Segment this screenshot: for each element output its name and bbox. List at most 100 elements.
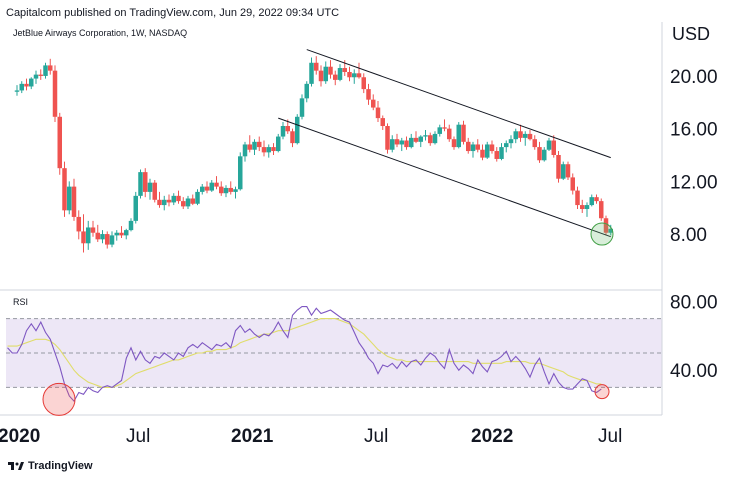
candle[interactable] — [461, 120, 466, 145]
candle[interactable] — [504, 140, 509, 153]
candle[interactable] — [361, 73, 367, 94]
candle[interactable] — [499, 143, 504, 161]
candle[interactable] — [247, 135, 253, 153]
candle[interactable] — [304, 81, 310, 103]
candle[interactable] — [413, 131, 419, 144]
candle[interactable] — [233, 186, 238, 199]
candle[interactable] — [71, 178, 77, 221]
candle[interactable] — [328, 60, 333, 79]
candle[interactable] — [100, 230, 105, 244]
candle[interactable] — [532, 135, 538, 150]
candle[interactable] — [323, 61, 329, 84]
candle[interactable] — [584, 202, 590, 217]
candle[interactable] — [603, 215, 609, 236]
candle[interactable] — [418, 135, 424, 148]
candle[interactable] — [523, 131, 528, 146]
candle[interactable] — [551, 135, 557, 158]
candle[interactable] — [537, 141, 542, 163]
rsi-series[interactable] — [7, 306, 602, 403]
candle[interactable] — [475, 139, 481, 153]
candle[interactable] — [333, 70, 338, 86]
candle[interactable] — [228, 181, 234, 195]
candle[interactable] — [209, 180, 215, 192]
candle[interactable] — [124, 228, 129, 240]
candle[interactable] — [204, 181, 210, 194]
candle[interactable] — [67, 181, 72, 215]
candle[interactable] — [242, 141, 248, 162]
candle[interactable] — [318, 65, 324, 87]
candle[interactable] — [143, 168, 148, 198]
candlestick-series[interactable] — [14, 56, 614, 253]
candle[interactable] — [33, 70, 39, 84]
candle[interactable] — [366, 83, 371, 105]
candle[interactable] — [466, 137, 471, 154]
candle[interactable] — [219, 181, 224, 196]
candle[interactable] — [299, 94, 305, 120]
candle[interactable] — [157, 191, 162, 208]
candle[interactable] — [394, 133, 400, 148]
candle[interactable] — [508, 135, 514, 149]
candle[interactable] — [147, 178, 153, 200]
candle[interactable] — [470, 141, 476, 158]
candle[interactable] — [480, 144, 485, 161]
candle[interactable] — [105, 231, 110, 249]
candle[interactable] — [356, 62, 362, 79]
candle[interactable] — [527, 129, 533, 141]
candle[interactable] — [166, 194, 172, 207]
candle[interactable] — [271, 143, 276, 155]
candle[interactable] — [95, 224, 101, 242]
candle[interactable] — [181, 197, 186, 210]
candle[interactable] — [518, 124, 523, 142]
candle[interactable] — [371, 94, 376, 111]
candle[interactable] — [19, 81, 25, 94]
candle[interactable] — [276, 133, 281, 153]
candle[interactable] — [185, 195, 191, 210]
candle[interactable] — [375, 100, 381, 123]
candle[interactable] — [200, 183, 205, 195]
candle[interactable] — [385, 123, 390, 154]
candle[interactable] — [76, 210, 82, 240]
candle[interactable] — [114, 230, 120, 241]
candle[interactable] — [580, 199, 585, 213]
candle[interactable] — [109, 231, 115, 248]
candle[interactable] — [570, 173, 576, 195]
candle[interactable] — [152, 180, 158, 203]
candle[interactable] — [86, 220, 91, 250]
candle[interactable] — [489, 140, 495, 154]
candle[interactable] — [347, 66, 352, 82]
candle[interactable] — [14, 85, 20, 96]
candle[interactable] — [409, 133, 414, 149]
candle[interactable] — [456, 122, 462, 149]
candle[interactable] — [556, 151, 561, 183]
candle[interactable] — [442, 119, 447, 132]
candle[interactable] — [561, 161, 566, 181]
candle[interactable] — [81, 214, 86, 253]
candle[interactable] — [128, 218, 134, 232]
candle[interactable] — [314, 56, 319, 75]
candle[interactable] — [437, 124, 443, 137]
candle[interactable] — [195, 189, 200, 206]
candle[interactable] — [38, 69, 44, 80]
candle[interactable] — [494, 147, 500, 162]
candle[interactable] — [29, 77, 34, 90]
candle[interactable] — [352, 69, 357, 84]
candle[interactable] — [171, 193, 177, 206]
candle[interactable] — [257, 136, 262, 152]
candle[interactable] — [423, 129, 428, 141]
candle[interactable] — [589, 194, 595, 207]
candle[interactable] — [261, 140, 267, 157]
candle[interactable] — [447, 124, 452, 142]
candle[interactable] — [608, 224, 614, 236]
candle[interactable] — [594, 194, 599, 204]
candle[interactable] — [542, 147, 547, 162]
candle[interactable] — [238, 152, 243, 191]
candle[interactable] — [280, 122, 286, 140]
candle[interactable] — [214, 176, 219, 190]
candle[interactable] — [133, 191, 139, 224]
candle[interactable] — [309, 57, 314, 87]
candle[interactable] — [513, 128, 519, 144]
candle[interactable] — [428, 132, 433, 146]
candle[interactable] — [176, 190, 181, 204]
candle[interactable] — [43, 62, 48, 79]
